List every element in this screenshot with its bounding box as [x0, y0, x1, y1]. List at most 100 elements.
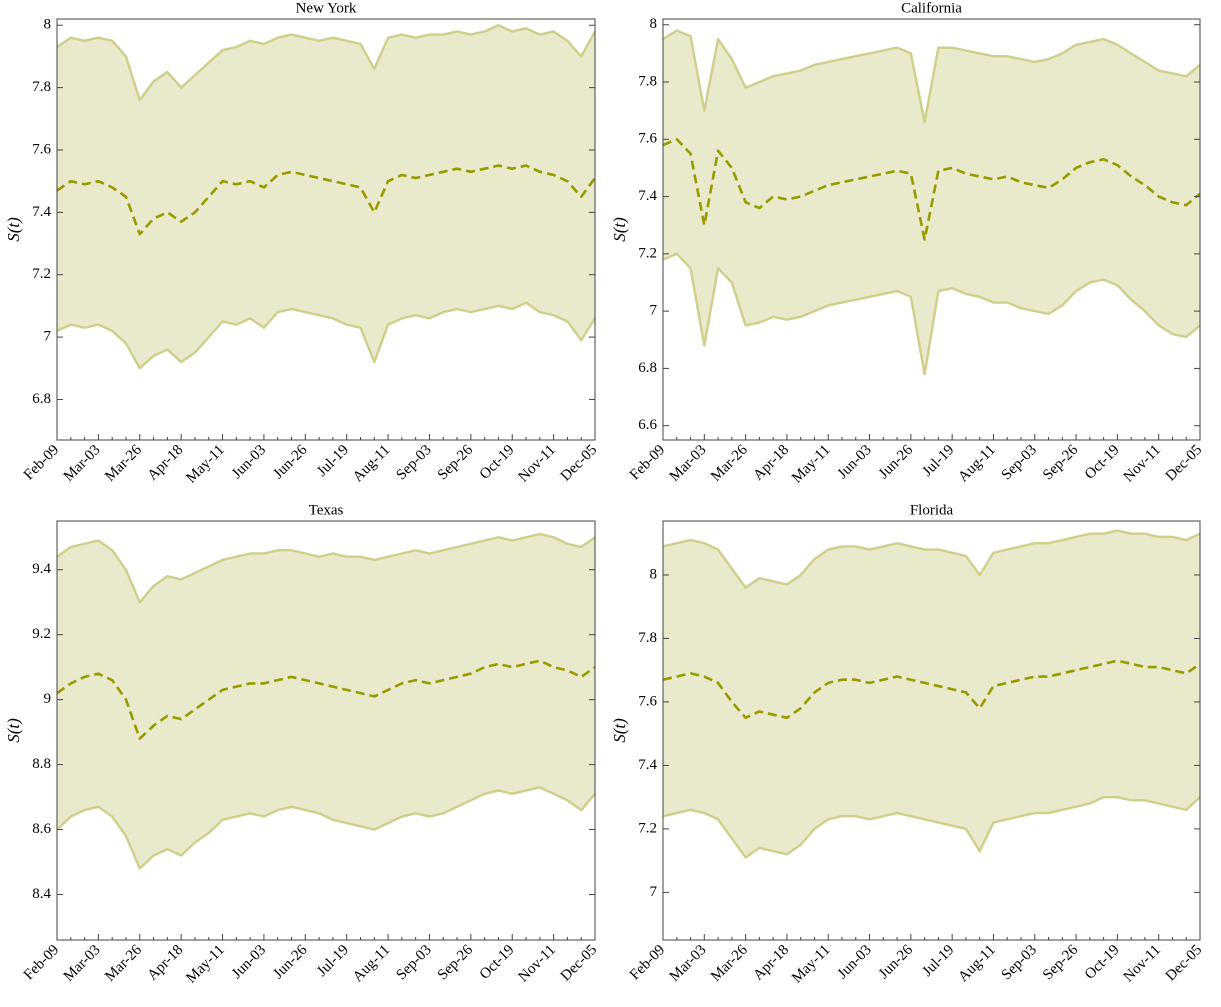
x-tick-label: May-11 — [789, 942, 834, 987]
y-tick-label: 7 — [650, 303, 658, 319]
y-tick-label: 8.8 — [32, 756, 51, 772]
x-tick-label: Feb-09 — [627, 942, 668, 983]
bound-line — [662, 529, 1201, 589]
x-tick-label: Sep-03 — [999, 442, 1040, 483]
x-tick-label: Mar-03 — [61, 442, 104, 485]
bound-line — [56, 786, 596, 870]
y-tick-label: 7.6 — [638, 693, 657, 709]
y-tick-label: 8 — [650, 16, 658, 32]
x-tick-label: Mar-26 — [708, 942, 751, 985]
y-tick-label: 7.8 — [638, 73, 657, 89]
x-tick-label: Apr-18 — [750, 442, 792, 484]
x-tick-label: May-11 — [183, 442, 228, 487]
x-tick-label: Jun-03 — [835, 942, 875, 982]
bound-line — [662, 29, 1201, 124]
y-tick-label: 7.6 — [32, 141, 51, 157]
x-tick-label: Mar-26 — [102, 442, 145, 485]
panel-title: California — [901, 0, 962, 16]
x-tick-label: Sep-03 — [999, 942, 1040, 983]
y-tick-label: 6.8 — [32, 391, 51, 407]
x-tick-label: Mar-03 — [667, 942, 710, 985]
x-tick-label: Jun-26 — [876, 942, 917, 983]
confidence-band — [57, 533, 595, 869]
x-tick-label: Jul-19 — [314, 942, 352, 980]
y-tick-label: 7.8 — [638, 630, 657, 646]
x-tick-label: Aug-11 — [955, 942, 998, 985]
panel-title: New York — [296, 0, 357, 16]
bound-line — [662, 252, 1201, 376]
x-tick-label: Jun-03 — [229, 942, 269, 982]
x-tick-label: Oct-19 — [477, 442, 518, 483]
y-tick-label: 7.4 — [638, 188, 657, 204]
x-tick-label: Mar-03 — [61, 942, 104, 985]
x-tick-label: Feb-09 — [21, 942, 62, 983]
panel-title: Texas — [309, 502, 344, 518]
y-tick-label: 7.8 — [32, 79, 51, 95]
x-tick-label: Jun-26 — [270, 442, 311, 483]
x-tick-label: May-11 — [183, 942, 228, 987]
x-tick-label: Nov-11 — [516, 442, 559, 485]
x-tick-label: Oct-19 — [1082, 442, 1123, 483]
bound-line — [56, 301, 597, 370]
x-tick-label: Sep-03 — [393, 442, 434, 483]
x-tick-label: Nov-11 — [1121, 942, 1164, 985]
x-tick-label: Feb-09 — [21, 442, 62, 483]
plot-frame — [56, 520, 596, 941]
confidence-band — [663, 530, 1200, 858]
y-tick-label: 7.4 — [32, 204, 51, 220]
y-tick-label: 7 — [44, 329, 52, 345]
x-tick-label: Apr-18 — [145, 942, 187, 984]
mean-line — [56, 164, 597, 236]
x-tick-label: Jun-03 — [835, 442, 875, 482]
y-tick-label: 7.4 — [638, 757, 657, 773]
x-tick-label: Nov-11 — [516, 942, 559, 985]
y-tick-label: 8.4 — [32, 886, 51, 902]
x-tick-label: Jun-26 — [876, 442, 917, 483]
y-tick-label: 6.6 — [638, 417, 657, 433]
x-tick-label: Mar-26 — [102, 942, 145, 985]
plot-frame — [662, 520, 1201, 941]
x-tick-label: Sep-26 — [1040, 442, 1082, 484]
plot-frame — [662, 18, 1201, 441]
mean-line — [56, 659, 596, 740]
plot-frame — [56, 18, 596, 441]
x-tick-label: Jun-26 — [270, 942, 311, 983]
x-tick-label: Dec-05 — [558, 442, 601, 485]
x-tick-label: Apr-18 — [145, 442, 187, 484]
mean-line — [662, 659, 1201, 720]
x-tick-label: Aug-11 — [350, 942, 393, 985]
y-tick-label: 6.8 — [638, 360, 657, 376]
y-tick-label: 9.2 — [32, 626, 51, 642]
y-tick-label: 9 — [44, 691, 52, 707]
x-tick-label: Dec-05 — [1163, 442, 1206, 485]
confidence-band — [57, 25, 595, 369]
y-tick-label: 7 — [650, 884, 658, 900]
x-tick-label: Sep-03 — [393, 942, 434, 983]
x-tick-label: Jul-19 — [920, 442, 958, 480]
x-tick-label: Sep-26 — [435, 942, 477, 984]
y-tick-label: 7.2 — [638, 820, 657, 836]
y-axis-label: S(t) — [4, 718, 23, 743]
y-tick-label: 8.6 — [32, 821, 51, 837]
x-tick-label: Oct-19 — [1082, 942, 1123, 983]
x-tick-label: Feb-09 — [627, 442, 668, 483]
y-axis-label: S(t) — [4, 217, 23, 242]
y-tick-label: 7.2 — [32, 266, 51, 282]
x-tick-label: Mar-26 — [708, 442, 751, 485]
x-tick-label: Aug-11 — [350, 442, 393, 485]
x-tick-label: Apr-18 — [750, 942, 792, 984]
x-tick-label: Sep-26 — [1040, 942, 1082, 984]
x-tick-label: Dec-05 — [1163, 942, 1206, 985]
x-tick-label: Jul-19 — [920, 942, 958, 980]
x-tick-label: Jul-19 — [314, 442, 352, 480]
x-tick-label: Aug-11 — [955, 442, 998, 485]
y-tick-label: 7.2 — [638, 245, 657, 261]
y-axis-label: S(t) — [610, 718, 629, 743]
x-tick-label: Dec-05 — [558, 942, 601, 985]
x-tick-label: Mar-03 — [667, 442, 710, 485]
